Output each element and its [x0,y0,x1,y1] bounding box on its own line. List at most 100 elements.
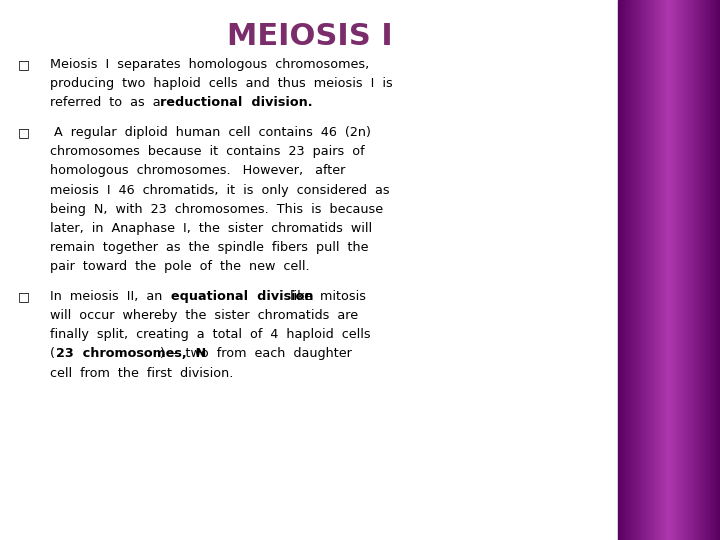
Text: □: □ [18,126,30,139]
Text: )  -  two  from  each  daughter: ) - two from each daughter [161,347,352,361]
Bar [664,0,665,540]
Bar [647,0,648,540]
Bar [688,0,690,540]
Bar [651,0,652,540]
Text: finally  split,  creating  a  total  of  4  haploid  cells: finally split, creating a total of 4 hap… [50,328,371,341]
Bar [687,0,688,540]
Bar [623,0,624,540]
Bar [660,0,661,540]
Text: homologous  chromosomes.   However,   after: homologous chromosomes. However, after [50,164,346,178]
Bar [717,0,719,540]
Bar [706,0,707,540]
Bar [711,0,713,540]
Bar [678,0,679,540]
Bar [640,0,642,540]
Bar [642,0,644,540]
Bar [698,0,699,540]
Bar [669,0,670,540]
Text: like  mitosis: like mitosis [282,290,366,303]
Bar [629,0,630,540]
Bar [655,0,657,540]
Bar [637,0,639,540]
Text: □: □ [18,58,30,71]
Bar [644,0,646,540]
Bar [696,0,697,540]
Bar [662,0,663,540]
Bar [632,0,634,540]
Bar [701,0,703,540]
Bar [691,0,693,540]
Bar [695,0,696,540]
Text: pair  toward  the  pole  of  the  new  cell.: pair toward the pole of the new cell. [50,260,310,273]
Text: being  N,  with  23  chromosomes.  This  is  because: being N, with 23 chromosomes. This is be… [50,202,383,216]
Bar [660,0,662,540]
Bar [681,0,682,540]
Bar [618,0,620,540]
Bar [657,0,658,540]
Bar [665,0,667,540]
Bar [674,0,675,540]
Bar [636,0,638,540]
Bar [619,0,621,540]
Bar [649,0,651,540]
Bar [661,0,662,540]
Bar [697,0,698,540]
Bar [715,0,716,540]
Bar [706,0,708,540]
Bar [683,0,685,540]
Bar [638,0,639,540]
Bar [670,0,672,540]
Bar [716,0,718,540]
Bar [659,0,660,540]
Text: In  meiosis  II,  an: In meiosis II, an [50,290,171,303]
Bar [680,0,681,540]
Bar [679,0,680,540]
Bar [714,0,716,540]
Bar [716,0,717,540]
Bar [712,0,714,540]
Text: (: ( [50,347,55,361]
Bar [653,0,654,540]
Bar [675,0,677,540]
Bar [698,0,700,540]
Bar [654,0,655,540]
Bar [678,0,680,540]
Bar [641,0,642,540]
Bar [624,0,626,540]
Bar [647,0,649,540]
Bar [656,0,657,540]
Bar [684,0,685,540]
Text: referred  to  as  a: referred to as a [50,96,165,109]
Bar [704,0,705,540]
Bar [696,0,698,540]
Text: cell  from  the  first  division.: cell from the first division. [50,367,233,380]
Bar [663,0,665,540]
Text: reductional  division.: reductional division. [161,96,313,109]
Bar [719,0,720,540]
Text: Meiosis  I  separates  homologous  chromosomes,: Meiosis I separates homologous chromosom… [50,58,369,71]
Bar [675,0,676,540]
Bar [658,0,659,540]
Text: meiosis  I  46  chromatids,  it  is  only  considered  as: meiosis I 46 chromatids, it is only cons… [50,184,390,197]
Bar [682,0,683,540]
Bar [635,0,636,540]
Bar [668,0,670,540]
Bar [690,0,691,540]
Bar [693,0,695,540]
Text: 23  chromosomes,  N: 23 chromosomes, N [55,347,206,361]
Bar [709,0,710,540]
Bar [626,0,627,540]
Text: A  regular  diploid  human  cell  contains  46  (2n): A regular diploid human cell contains 46… [50,126,371,139]
Bar [618,0,619,540]
Bar [627,0,629,540]
Bar [650,0,652,540]
Bar [689,0,690,540]
Bar [700,0,701,540]
Bar [672,0,674,540]
Bar [634,0,635,540]
Bar [703,0,704,540]
Bar [667,0,669,540]
Bar [639,0,640,540]
Bar [642,0,643,540]
Text: □: □ [18,290,30,303]
